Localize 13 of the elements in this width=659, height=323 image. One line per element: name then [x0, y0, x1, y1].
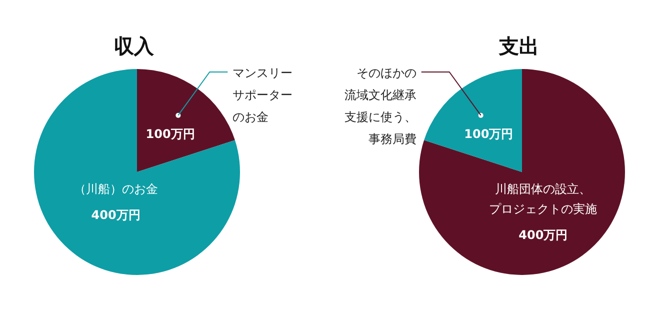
data-label: 100万円	[146, 127, 195, 142]
data-label: 400万円	[518, 228, 568, 242]
slice-label: マンスリーサポーターのお金	[232, 66, 293, 124]
chart-title: 支出	[498, 34, 539, 58]
chart-title: 収入	[114, 34, 155, 58]
pie-slice	[419, 69, 625, 275]
slice-label: そのほかの流域文化継承支援に使う、事務局費	[344, 66, 416, 146]
slice-label: （川船）のお金	[74, 182, 158, 196]
pie-slice	[424, 69, 522, 172]
data-label: 100万円	[464, 127, 514, 142]
data-label: 400万円	[91, 208, 140, 222]
pie-slice	[137, 69, 235, 172]
slice-label: 川船団体の設立、プロジェクトの実施	[489, 182, 598, 216]
